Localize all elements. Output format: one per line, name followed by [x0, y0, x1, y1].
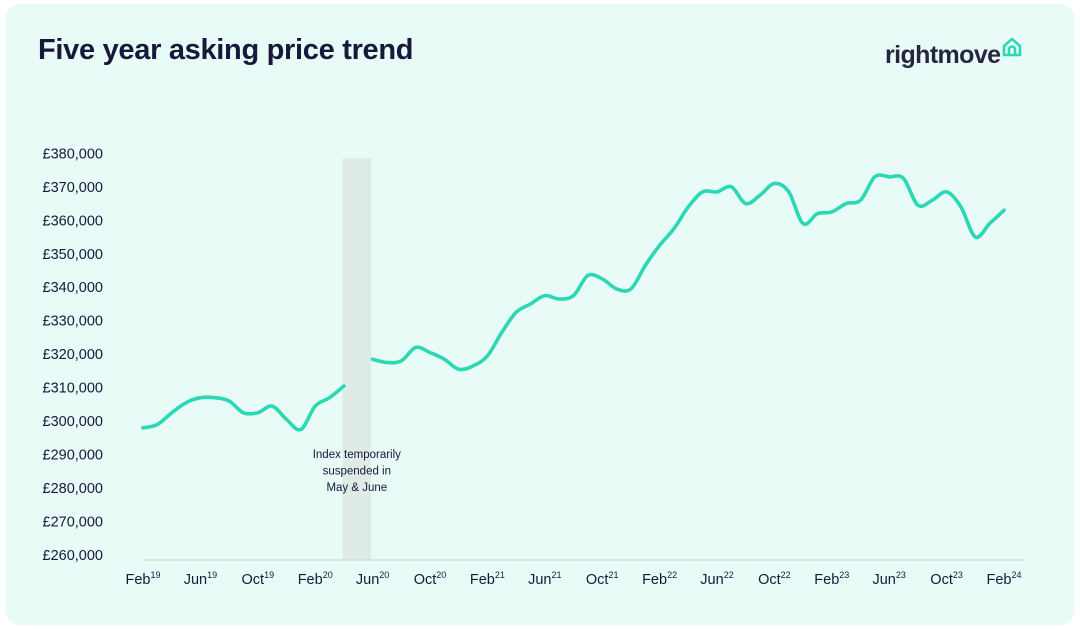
- y-tick-label: £290,000: [43, 448, 103, 464]
- x-tick-label: Feb21: [470, 570, 505, 588]
- series-line: [141, 384, 346, 432]
- y-tick-label: £300,000: [43, 414, 103, 430]
- x-tick-label: Feb19: [125, 570, 160, 588]
- y-tick-label: £270,000: [43, 515, 103, 531]
- y-tick-label: £370,000: [43, 180, 103, 196]
- y-tick-label: £280,000: [43, 481, 103, 497]
- house-icon: [1003, 37, 1022, 57]
- x-tick-label: Feb20: [298, 570, 333, 588]
- y-tick-label: £360,000: [43, 213, 103, 229]
- x-tick-label: Oct20: [414, 570, 447, 588]
- x-tick-label: Feb23: [814, 570, 849, 588]
- y-tick-label: £380,000: [43, 146, 103, 162]
- x-tick-label: Oct21: [586, 570, 619, 588]
- brand-wordmark: rightmove: [885, 41, 1001, 69]
- x-tick-label: Jun20: [356, 570, 389, 588]
- x-tick-label: Jun21: [528, 570, 561, 588]
- x-tick-label: Jun19: [184, 570, 217, 588]
- brand-logo: rightmove: [885, 36, 1023, 70]
- suspension-band: [342, 158, 372, 560]
- y-tick-label: £320,000: [43, 347, 103, 363]
- suspension-note: Index temporarily: [313, 449, 401, 461]
- x-tick-label: Feb24: [986, 570, 1021, 588]
- x-tick-label: Oct19: [242, 570, 275, 588]
- y-tick-label: £330,000: [43, 314, 103, 330]
- chart-title: Five year asking price trend: [38, 34, 414, 66]
- x-tick-label: Feb22: [642, 570, 677, 588]
- suspension-note: suspended in: [323, 466, 391, 478]
- x-tick-label: Jun22: [700, 570, 733, 588]
- x-tick-label: Oct22: [758, 570, 791, 588]
- y-tick-label: £340,000: [43, 280, 103, 296]
- chart-card: [6, 4, 1074, 625]
- y-tick-label: £260,000: [43, 548, 103, 564]
- y-tick-label: £310,000: [43, 381, 103, 397]
- series-line: [370, 173, 1006, 372]
- x-tick-label: Oct23: [930, 570, 963, 588]
- y-tick-label: £350,000: [43, 247, 103, 263]
- suspension-note: May & June: [326, 482, 387, 494]
- x-tick-label: Jun23: [872, 570, 905, 588]
